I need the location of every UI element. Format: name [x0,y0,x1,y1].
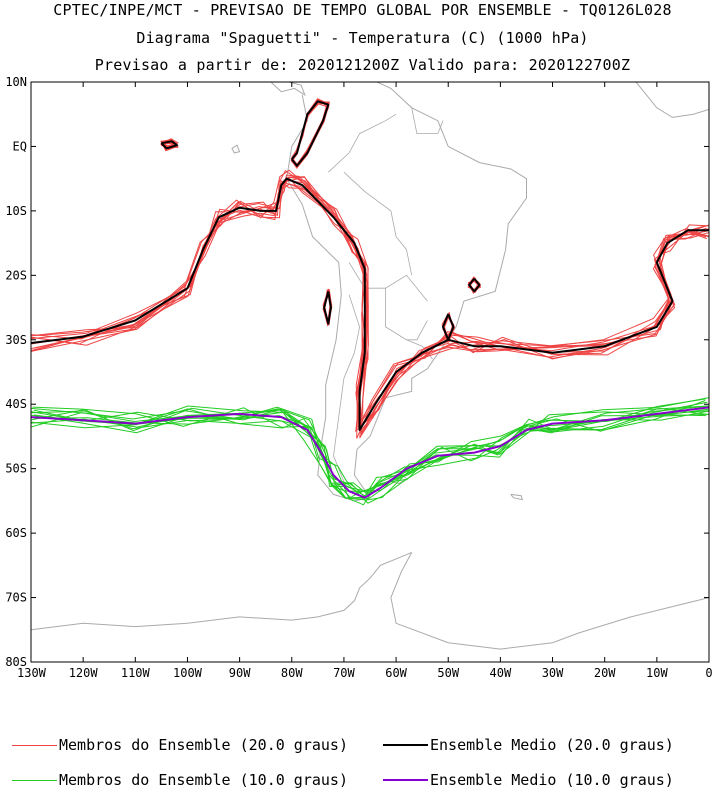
legend-member20: Membros do Ensemble (20.0 graus) [12,736,348,754]
ensemble-member-0-3 [31,174,707,428]
border-3 [333,294,361,482]
x-tick-label-12: 10W [646,666,668,680]
x-tick-label-4: 90W [229,666,251,680]
plot-frame [30,81,710,663]
ensemble-member-6-11 [34,405,707,501]
x-tick-label-11: 20W [594,666,616,680]
legend-mean10-swatch [383,779,428,781]
y-tick-label-0: 10N [5,75,27,89]
ensemble-mean-line-2 [323,291,332,325]
border-6 [411,107,444,134]
ensemble-member-6-1 [31,407,709,499]
ensemble-mean-layer [31,100,709,499]
ensemble-mean-line-5 [442,313,455,341]
ensemble-member-0-10 [31,177,709,427]
border-1 [343,171,413,276]
ensemble-mean-line-3 [160,140,178,150]
x-tick-label-5: 80W [281,666,303,680]
ensemble-member-0-7 [31,169,708,429]
ensemble-member-0-9 [34,169,709,433]
y-tick-label-1: EQ [13,139,27,153]
legend-mean10: Ensemble Medio (10.0 graus) [383,771,674,789]
y-tick-label-8: 70S [5,591,27,605]
legend-member20-label: Membros do Ensemble (20.0 graus) [59,736,348,754]
coastline-layer [31,82,709,650]
ensemble-mean-line-1 [291,100,330,167]
x-tick-label-7: 60W [385,666,407,680]
y-tick-label-2: 10S [5,204,27,218]
legend-mean20-label: Ensemble Medio (20.0 graus) [430,736,674,754]
border-2 [328,113,397,173]
ensemble-mean-line-4 [468,277,481,293]
y-tick-label-9: 80S [5,655,27,669]
ensemble-mean-line-0 [31,177,709,431]
coastline-4 [390,552,709,650]
chart-title-line2: Diagrama "Spaguetti" - Temperatura (C) (… [136,29,589,47]
legend-member10-swatch [12,779,57,781]
x-tick-label-8: 50W [437,666,459,680]
ensemble-member-1-1 [290,98,329,169]
x-tick-label-0: 130W [17,666,47,680]
chart-title-line1: CPTEC/INPE/MCT - PREVISAO DE TEMPO GLOBA… [53,1,672,19]
x-tick-label-13: 0 [705,666,712,680]
border-4 [385,288,428,341]
coastline-7 [231,144,241,154]
ensemble-member-0-8 [31,176,709,436]
axes-layer: 130W 120W 110W 100W 90W 80W 70W 60W 50W 40W 30W 20W… [5,75,712,680]
y-tick-label-3: 20S [5,268,27,282]
x-tick-label-10: 30W [542,666,564,680]
chart-title-line3: Previsao a partir de: 2020121200Z Valido… [94,56,631,74]
ensemble-mean-line-6 [31,406,709,499]
coastline-2 [635,82,709,118]
legend-member20-swatch [12,744,57,746]
x-tick-label-6: 70W [333,666,355,680]
coastline-1 [269,82,306,97]
y-tick-label-6: 50S [5,462,27,476]
legend-mean20-swatch [383,744,428,746]
x-tick-label-9: 40W [490,666,512,680]
ensemble-member-1-11 [291,101,330,168]
y-tick-label-7: 60S [5,526,27,540]
ensemble-member-0-4 [32,177,709,439]
ensemble-member-6-9 [31,406,709,506]
y-tick-label-5: 40S [5,397,27,411]
x-tick-label-1: 120W [69,666,99,680]
x-tick-label-2: 110W [121,666,151,680]
legend-member10: Membros do Ensemble (10.0 graus) [12,771,348,789]
legend-mean10-label: Ensemble Medio (10.0 graus) [430,771,674,789]
coastline-0 [286,82,527,502]
x-tick-label-3: 100W [173,666,203,680]
y-tick-label-4: 30S [5,333,27,347]
legend-mean20: Ensemble Medio (20.0 graus) [383,736,674,754]
ensemble-member-6-7 [34,405,709,493]
coastline-3 [31,551,412,631]
ensemble-member-1-9 [291,102,330,168]
ensemble-members-layer [31,98,709,506]
coastline-6 [510,493,524,501]
ensemble-member-0-2 [33,180,709,436]
ensemble-member-0-1 [31,180,709,432]
legend-member10-label: Membros do Ensemble (10.0 graus) [59,771,348,789]
